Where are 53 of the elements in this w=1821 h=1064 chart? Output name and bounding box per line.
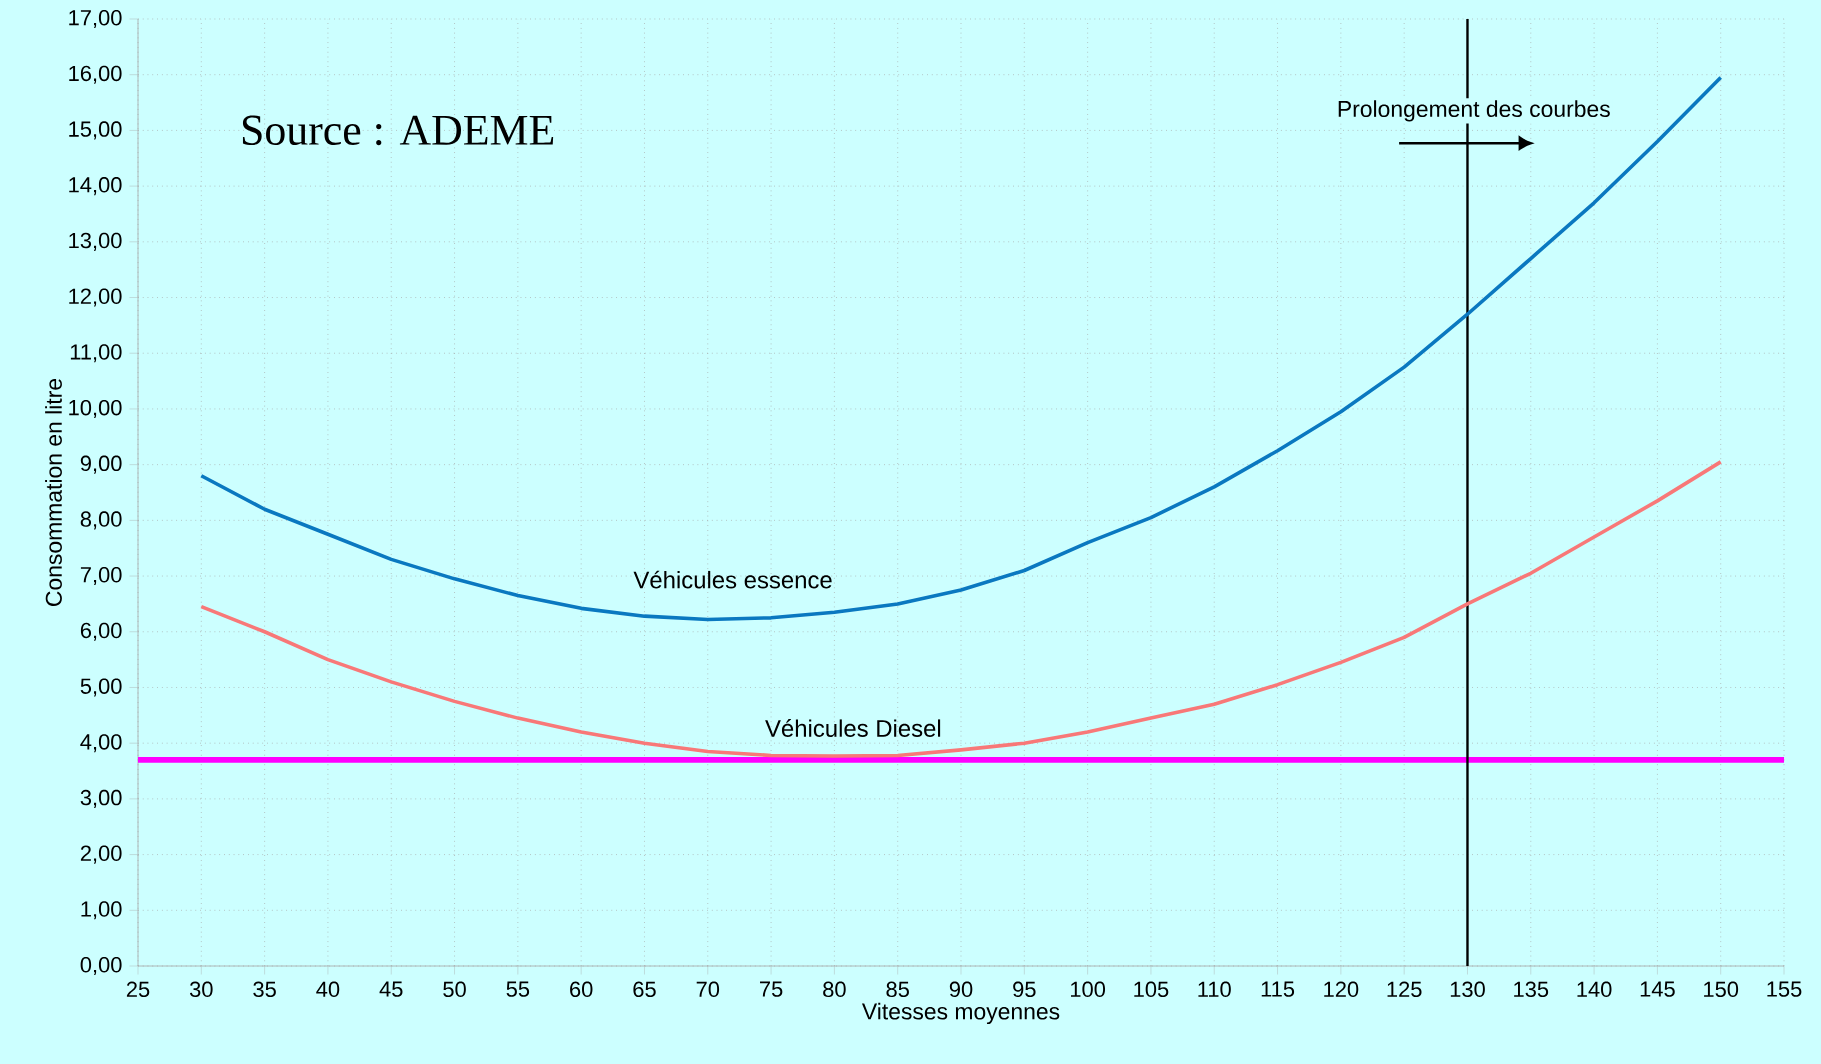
- y-tick-label: 11,00: [70, 344, 122, 363]
- y-tick-label: 1,00: [81, 901, 122, 920]
- x-tick-label: 40: [316, 981, 340, 998]
- y-tick-label: 15,00: [69, 121, 122, 140]
- x-tick-label: 75: [760, 981, 783, 997]
- x-tick-label: 35: [253, 981, 276, 998]
- series-label: Véhicules essence: [633, 570, 832, 589]
- y-tick-label: 6,00: [80, 622, 122, 641]
- y-tick-label: 14,00: [69, 177, 122, 196]
- x-tick-label: 145: [1640, 981, 1675, 997]
- x-tick-label: 80: [823, 981, 846, 998]
- x-tick-label: 120: [1324, 981, 1359, 998]
- annotation: Source : ADEME: [242, 115, 554, 146]
- x-tick-label: 85: [886, 981, 909, 998]
- x-tick-label: 50: [443, 981, 466, 998]
- y-tick-label: 9,00: [80, 455, 122, 474]
- y-tick-label: 17,00: [69, 9, 122, 29]
- y-tick-label: 8,00: [80, 511, 122, 530]
- y-tick-label: 10,00: [69, 399, 122, 418]
- x-tick-label: 105: [1134, 981, 1169, 998]
- line-series: [199, 75, 1723, 622]
- x-tick-label: 130: [1450, 981, 1485, 998]
- x-tick-label: 100: [1071, 981, 1106, 998]
- x-tick-label: 30: [189, 981, 213, 998]
- x-tick-label: 110: [1198, 981, 1231, 998]
- annotation: Prolongement des courbes: [1338, 100, 1610, 122]
- x-tick-label: 140: [1577, 981, 1612, 998]
- y-tick-label: 13,00: [69, 232, 122, 251]
- y-tick-label: 3,00: [80, 789, 122, 808]
- x-tick-label: 90: [949, 981, 973, 998]
- x-tick-label: 65: [633, 981, 656, 998]
- x-tick-label: 115: [1261, 981, 1295, 997]
- series-label: Véhicules Diesel: [765, 719, 941, 737]
- x-tick-label: 135: [1514, 981, 1549, 998]
- x-tick-label: 60: [570, 981, 593, 998]
- x-tick-label: 150: [1704, 981, 1739, 998]
- y-tick-label: 4,00: [80, 734, 122, 753]
- x-tick-label: 55: [506, 981, 530, 997]
- y-tick-label: 5,00: [80, 678, 122, 697]
- y-axis-title: Consommation en litre: [45, 378, 62, 606]
- x-tick-label: 25: [126, 981, 150, 998]
- x-tick-label: 45: [379, 981, 403, 997]
- x-axis-title: Vitesses moyennes: [861, 1002, 1060, 1025]
- y-tick-label: 0,00: [80, 956, 122, 976]
- y-tick-label: 2,00: [80, 845, 122, 864]
- x-tick-label: 95: [1013, 981, 1036, 998]
- x-tick-label: 70: [696, 981, 720, 998]
- y-tick-label: 16,00: [69, 65, 122, 84]
- y-tick-label: 7,00: [80, 567, 122, 586]
- x-tick-label: 125: [1387, 981, 1422, 998]
- line-series: [199, 460, 1723, 758]
- y-tick-label: 12,00: [69, 288, 122, 307]
- x-tick-label: 155: [1767, 981, 1802, 997]
